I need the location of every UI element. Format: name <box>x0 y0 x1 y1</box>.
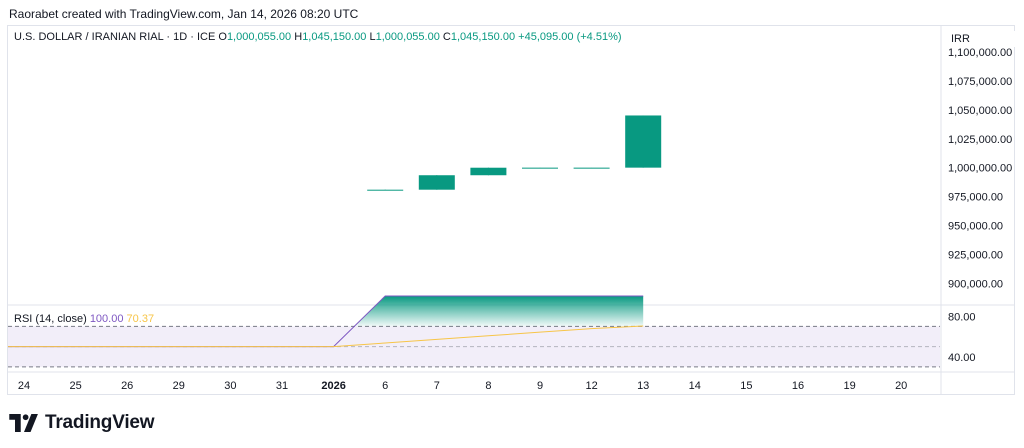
price-axis: 1,100,000.00 1,075,000.00 1,050,000.00 1,02… <box>948 47 1012 290</box>
candle-body[interactable] <box>573 167 610 169</box>
y-tick-label: 1,050,000.00 <box>948 105 1012 117</box>
rsi-ma-line <box>8 325 644 348</box>
rsi-name[interactable]: RSI (14, close) <box>14 313 87 325</box>
open-label: O <box>218 31 227 43</box>
open-value: 1,000,055.00 <box>226 31 292 43</box>
y-tick-label: 900,000.00 <box>948 278 1003 290</box>
close-value: 1,045,150.00 <box>450 31 516 43</box>
rsi-ma-value: 70.37 <box>126 313 155 325</box>
x-tick-label: 14 <box>689 380 701 392</box>
tradingview-logo[interactable]: TradingView <box>9 412 155 434</box>
symbol-legend: U.S. DOLLAR / IRANIAN RIAL · 1D · ICE O1… <box>14 31 622 43</box>
rsi-value: 100.00 <box>89 313 124 325</box>
x-tick-label: 19 <box>843 380 855 392</box>
time-axis: 24 25 26 29 30 31 2026 6 7 8 9 12 13 14 15 16 19 20 <box>18 380 907 392</box>
y-tick-label: 975,000.00 <box>948 192 1003 204</box>
candle-body[interactable] <box>522 167 558 169</box>
x-tick-label: 9 <box>537 380 543 392</box>
rsi-axis: 80.00 40.00 <box>948 311 976 364</box>
y-tick-label: 925,000.00 <box>948 250 1003 262</box>
change-value: +45,095.00 (+4.51%) <box>518 31 622 43</box>
candle-body[interactable] <box>367 189 404 191</box>
rsi-y-tick-label: 80.00 <box>948 311 976 323</box>
y-tick-label: 1,100,000.00 <box>948 47 1012 59</box>
y-tick-label: 1,075,000.00 <box>948 76 1012 88</box>
rsi-overbought-fill <box>354 296 644 327</box>
high-value: 1,045,150.00 <box>302 31 367 43</box>
tradingview-logo-icon <box>9 414 38 432</box>
x-tick-label: 31 <box>276 380 288 392</box>
chart-frame <box>7 25 1015 395</box>
x-tick-label: 8 <box>485 380 491 392</box>
high-label: H <box>294 31 303 43</box>
x-tick-label: 29 <box>173 380 185 392</box>
x-tick-label: 25 <box>69 380 81 392</box>
close-label: C <box>442 31 451 43</box>
rsi-lines <box>8 295 644 348</box>
y-tick-label: 1,000,000.00 <box>948 163 1012 175</box>
x-tick-label: 30 <box>224 380 236 392</box>
candles <box>367 115 662 191</box>
candle-body[interactable] <box>418 175 455 190</box>
rsi-legend: RSI (14, close) 100.00 70.37 <box>14 313 154 325</box>
rsi-y-tick-label: 40.00 <box>948 352 976 364</box>
x-tick-label: 2026 <box>321 380 345 392</box>
x-tick-label: 13 <box>637 380 649 392</box>
symbol-name[interactable]: U.S. DOLLAR / IRANIAN RIAL · 1D · ICE <box>14 31 216 43</box>
y-tick-label: 1,025,000.00 <box>948 134 1012 146</box>
x-tick-label: 20 <box>895 380 907 392</box>
x-tick-label: 16 <box>792 380 804 392</box>
x-tick-label: 24 <box>18 380 30 392</box>
x-tick-label: 12 <box>585 380 597 392</box>
rsi-overbought-area <box>354 296 644 327</box>
low-label: L <box>369 31 376 43</box>
candle-body[interactable] <box>470 167 507 176</box>
candle-body[interactable] <box>625 115 662 168</box>
x-tick-label: 6 <box>382 380 388 392</box>
x-tick-label: 26 <box>121 380 133 392</box>
x-tick-label: 7 <box>434 380 440 392</box>
currency-label[interactable]: IRR <box>945 31 1017 47</box>
low-value: 1,000,055.00 <box>375 31 440 43</box>
attribution-header: Raorabet created with TradingView.com, J… <box>9 7 359 21</box>
y-tick-label: 950,000.00 <box>948 221 1003 233</box>
x-tick-label: 15 <box>740 380 752 392</box>
tradingview-logo-text: TradingView <box>45 412 155 433</box>
